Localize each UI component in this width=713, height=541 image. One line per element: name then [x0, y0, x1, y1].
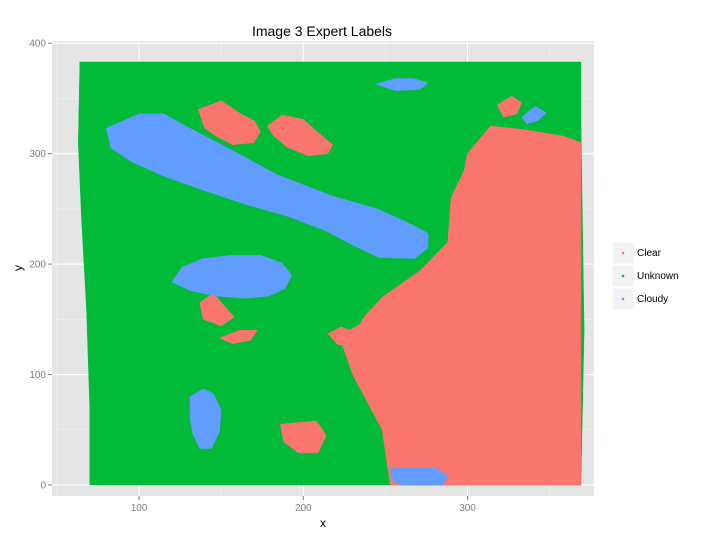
region-clear-2	[496, 95, 522, 118]
y-tick-label: 400	[29, 39, 46, 50]
region-clear-3	[280, 420, 327, 454]
legend-dot-unknown	[621, 274, 625, 278]
y-axis-title: y	[11, 265, 25, 271]
x-tick-label: 100	[131, 503, 148, 514]
region-clear-1	[339, 125, 582, 486]
legend: Clear Unknown Cloudy	[611, 241, 679, 311]
region-cloudy-11	[171, 254, 293, 299]
region-clear-5	[266, 114, 334, 157]
legend-label-unknown: Unknown	[637, 271, 679, 282]
region-cloudy-14	[375, 78, 429, 91]
region-cloudy-15	[521, 105, 547, 125]
region-cloudy-10	[105, 113, 429, 259]
y-tick-label: 0	[40, 480, 46, 491]
x-axis: 100 200 300	[131, 496, 476, 514]
legend-label-cloudy: Cloudy	[637, 294, 668, 305]
label-regions	[78, 61, 585, 486]
region-clear-4	[197, 100, 261, 146]
region-cloudy-12	[189, 388, 222, 449]
region-clear-9	[386, 304, 412, 324]
region-clear-7	[219, 330, 258, 344]
y-tick-label: 100	[29, 370, 46, 381]
region-clear-8	[327, 326, 368, 348]
region-cloudy-13	[390, 468, 449, 486]
x-axis-title: x	[320, 516, 326, 530]
y-tick-label: 200	[29, 260, 46, 271]
y-tick-label: 300	[29, 149, 46, 160]
legend-dot-cloudy	[621, 297, 625, 301]
legend-dot-clear	[621, 251, 625, 255]
x-tick-label: 300	[459, 503, 476, 514]
x-tick-label: 200	[295, 503, 312, 514]
y-axis: 0 100 200 300 400	[29, 39, 52, 491]
chart-title: Image 3 Expert Labels	[252, 23, 392, 39]
legend-label-clear: Clear	[637, 248, 662, 259]
